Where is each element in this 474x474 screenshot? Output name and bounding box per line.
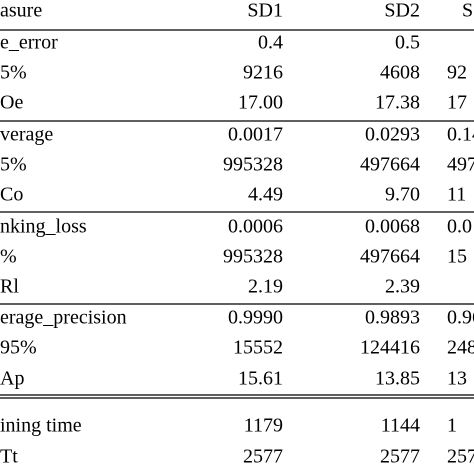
row-label: 5% [0,154,27,176]
cell: 15.61 [238,368,283,390]
cell: 17 [447,92,467,114]
cell: 257 [447,446,474,468]
row-label: Oe [0,92,23,114]
cell: 2577 [243,446,283,468]
cell: 1144 [381,415,420,437]
cell: 497664 [360,246,420,268]
cell: 497664 [360,154,420,176]
cell: 124416 [360,337,420,359]
cell: 4608 [380,62,420,84]
cell: 0.14 [447,124,474,146]
cell: 1 [447,415,457,437]
cell: 13.85 [375,368,420,390]
cell: 92 [447,62,467,84]
cell: 0.0 [447,216,472,238]
row-label: nking_loss [0,216,87,238]
cell: 0.0068 [365,216,420,238]
row-label: e_error [0,32,58,54]
cell: 2577 [380,446,420,468]
cell: 15552 [233,337,283,359]
cell: 1179 [244,415,283,437]
cell: 0.9893 [365,307,420,329]
cell: 11 [447,184,466,206]
header-cell: asure [0,0,42,22]
row-label: erage_precision [0,307,127,329]
cell: 4.49 [248,184,283,206]
cell: 0.4 [258,32,283,54]
row-label: Rl [0,276,19,298]
cell: 2488 [447,337,474,359]
cell: 17.38 [375,92,420,114]
row-label: ining time [0,415,82,437]
row-label: 5% [0,62,27,84]
cell: 2.39 [385,276,420,298]
row-label: 95% [0,337,37,359]
cell: 15 [447,246,467,268]
header-cell: SD1 [247,0,283,22]
cell: 0.0006 [228,216,283,238]
row-label: verage [0,124,53,146]
cell: 0.9990 [228,307,283,329]
cell: 13 [447,368,467,390]
cell: 0.0293 [365,124,420,146]
row-label: Tt [0,446,18,468]
cell: 0.96 [447,307,474,329]
cell: 2.19 [248,276,283,298]
row-label: Ap [0,368,24,390]
cell: 995328 [223,246,283,268]
cell: 9.70 [385,184,420,206]
row-label: % [0,246,17,268]
header-cell: SD2 [384,0,420,22]
row-label: Co [0,184,23,206]
header-cell: S [462,0,473,22]
cell: 995328 [223,154,283,176]
cell: 17.00 [238,92,283,114]
cell: 0.5 [395,32,420,54]
cell: 0.0017 [228,124,283,146]
cell: 4976 [447,154,474,176]
cell: 9216 [243,62,283,84]
